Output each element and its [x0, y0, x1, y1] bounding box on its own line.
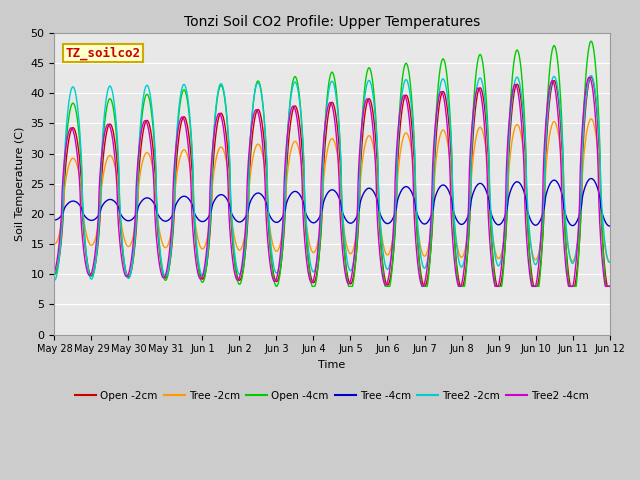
Tree -4cm	[605, 223, 613, 229]
Tree -2cm	[493, 254, 501, 260]
Tree2 -2cm	[205, 229, 213, 235]
Open -4cm	[360, 90, 368, 96]
Line: Open -4cm: Open -4cm	[54, 41, 609, 287]
Tree -2cm	[572, 251, 580, 256]
Tree -4cm	[348, 220, 356, 226]
Tree -2cm	[205, 224, 213, 229]
Text: TZ_soilco2: TZ_soilco2	[65, 47, 141, 60]
Open -2cm	[605, 284, 613, 289]
Tree2 -4cm	[493, 284, 501, 289]
Line: Open -2cm: Open -2cm	[54, 77, 609, 287]
Tree2 -2cm	[493, 262, 501, 267]
Tree2 -2cm	[51, 277, 58, 283]
Tree2 -2cm	[557, 111, 564, 117]
Tree2 -4cm	[572, 258, 580, 264]
Tree -2cm	[557, 146, 564, 152]
Tree -4cm	[360, 190, 368, 195]
Tree2 -2cm	[348, 266, 356, 272]
Open -4cm	[308, 284, 316, 289]
Tree2 -2cm	[588, 72, 595, 78]
Open -2cm	[493, 284, 501, 289]
Tree2 -4cm	[605, 284, 613, 289]
Tree2 -4cm	[557, 156, 564, 162]
Tree2 -4cm	[455, 284, 463, 289]
Tree -2cm	[51, 241, 58, 247]
Tree -2cm	[588, 116, 595, 122]
Open -4cm	[493, 284, 501, 289]
Tree2 -4cm	[348, 272, 356, 277]
Open -4cm	[588, 38, 595, 44]
Open -2cm	[51, 271, 58, 277]
Open -4cm	[51, 271, 58, 277]
Tree2 -4cm	[360, 105, 368, 111]
Tree2 -4cm	[205, 213, 213, 218]
Line: Tree2 -2cm: Tree2 -2cm	[54, 75, 609, 280]
Open -2cm	[348, 279, 356, 285]
Open -2cm	[572, 275, 580, 281]
Tree2 -2cm	[572, 251, 580, 256]
Line: Tree2 -4cm: Tree2 -4cm	[54, 77, 609, 287]
Tree -4cm	[588, 176, 595, 181]
Open -4cm	[348, 284, 356, 289]
Tree2 -4cm	[586, 74, 593, 80]
X-axis label: Time: Time	[318, 360, 346, 370]
Open -2cm	[205, 240, 213, 245]
Tree -2cm	[605, 259, 613, 265]
Open -4cm	[205, 236, 213, 242]
Open -2cm	[456, 284, 464, 289]
Tree -2cm	[360, 147, 368, 153]
Line: Tree -2cm: Tree -2cm	[54, 119, 609, 262]
Tree -4cm	[572, 220, 580, 226]
Title: Tonzi Soil CO2 Profile: Upper Temperatures: Tonzi Soil CO2 Profile: Upper Temperatur…	[184, 15, 480, 29]
Tree -4cm	[557, 186, 564, 192]
Line: Tree -4cm: Tree -4cm	[54, 179, 609, 226]
Open -2cm	[557, 123, 564, 129]
Open -4cm	[557, 97, 564, 103]
Tree -4cm	[51, 217, 58, 223]
Open -4cm	[605, 284, 613, 289]
Tree -2cm	[348, 250, 356, 255]
Y-axis label: Soil Temperature (C): Soil Temperature (C)	[15, 127, 25, 241]
Tree2 -4cm	[51, 269, 58, 275]
Tree -4cm	[205, 213, 213, 218]
Legend: Open -2cm, Tree -2cm, Open -4cm, Tree -4cm, Tree2 -2cm, Tree2 -4cm: Open -2cm, Tree -2cm, Open -4cm, Tree -4…	[71, 386, 593, 405]
Tree2 -2cm	[605, 259, 613, 265]
Tree -4cm	[493, 222, 501, 228]
Open -2cm	[360, 119, 368, 124]
Open -4cm	[572, 284, 580, 289]
Open -2cm	[588, 74, 595, 80]
Tree2 -2cm	[360, 100, 368, 106]
